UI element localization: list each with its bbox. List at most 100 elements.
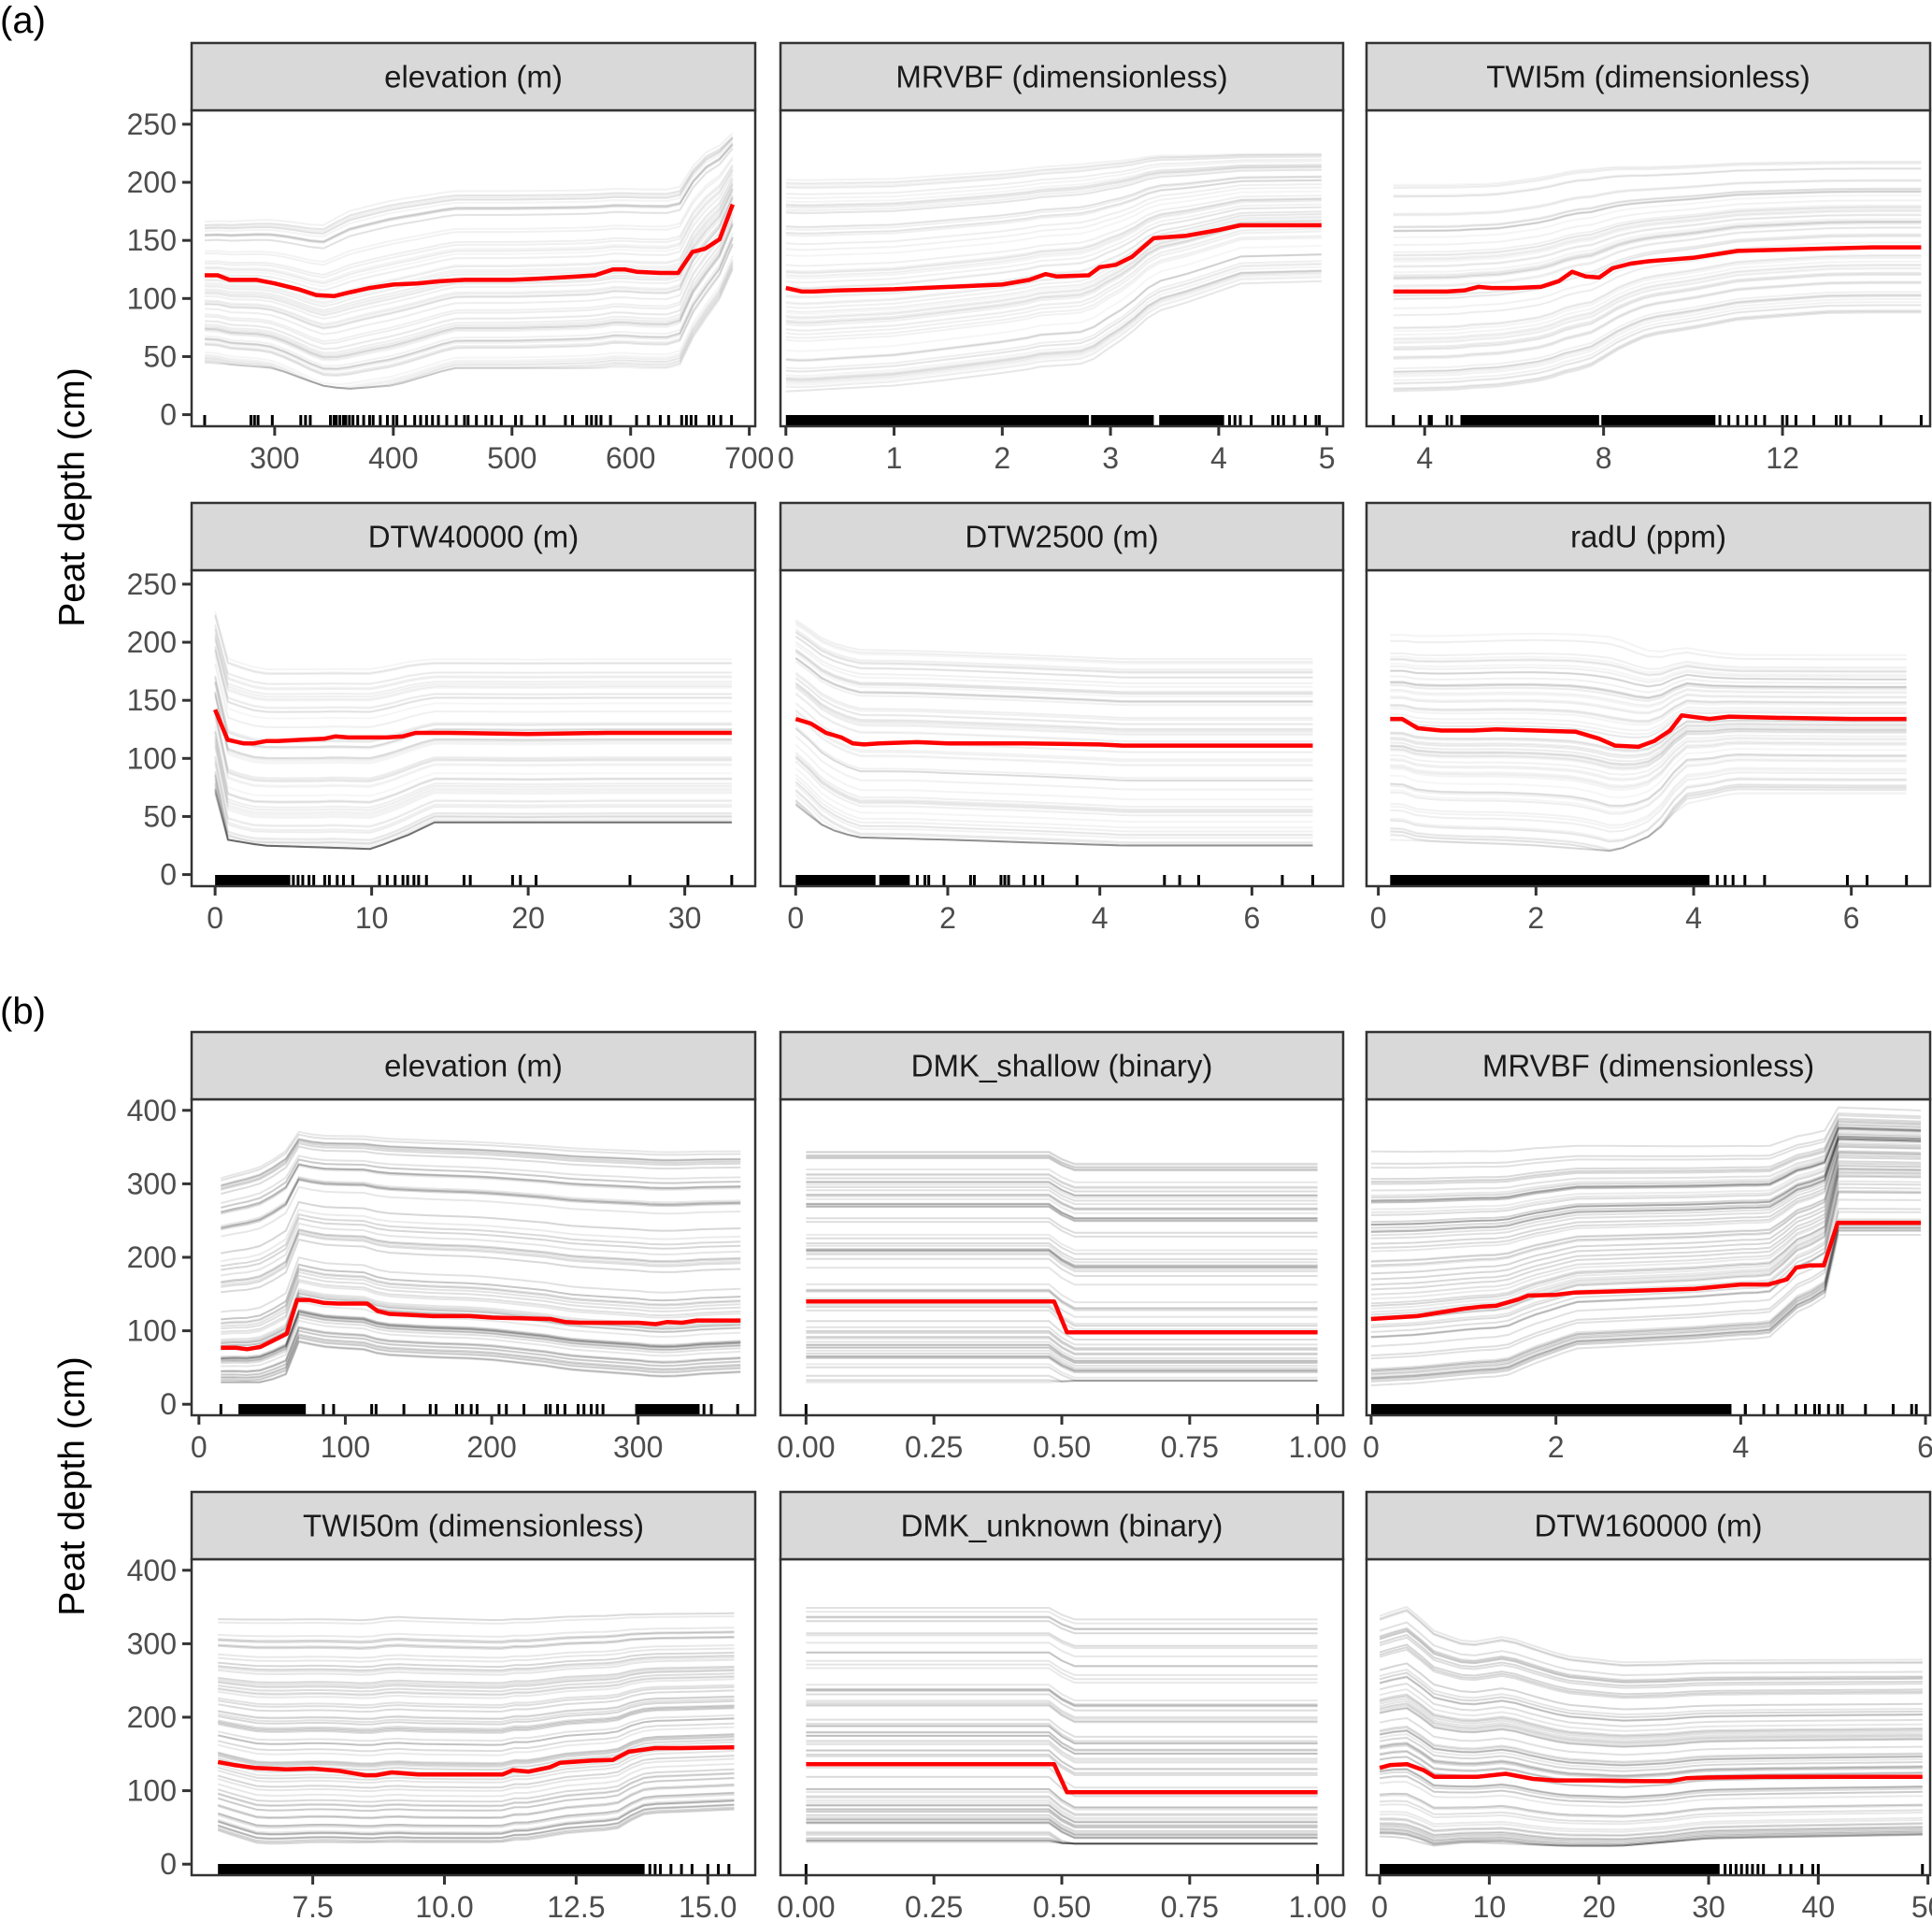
ice-curve — [1393, 304, 1922, 385]
ice-curve — [785, 253, 1322, 361]
ice-curve — [806, 1688, 1318, 1707]
ice-curve — [1393, 226, 1922, 289]
x-tick-label: 600 — [606, 441, 655, 475]
x-tick-label: 1.00 — [1288, 1890, 1346, 1921]
x-tick-label: 20 — [1582, 1890, 1616, 1921]
ice-curve — [1370, 1120, 1922, 1183]
ice-curve — [221, 1263, 741, 1321]
ice-curve — [806, 1237, 1318, 1255]
ice-curve — [1390, 666, 1907, 683]
ice-curve — [785, 183, 1322, 246]
ice-curve — [221, 1270, 741, 1327]
x-tick-label: 4 — [1092, 901, 1109, 935]
ice-curve — [1379, 1704, 1923, 1746]
ice-curve — [1380, 1792, 1923, 1817]
ice-curve — [1390, 709, 1907, 736]
ice-curve — [204, 196, 734, 329]
ice-curve — [794, 683, 1313, 732]
panel-a-4: DTW40000 (m) 0 10 20 30 0 50 100 150 200 250 — [127, 501, 757, 935]
ice-curve — [806, 1734, 1318, 1755]
ice-curve — [204, 236, 734, 370]
ice-curve — [806, 1611, 1318, 1625]
ice-curve — [217, 1803, 735, 1840]
ice-curve — [1393, 294, 1922, 373]
ice-curve — [221, 1175, 741, 1227]
ice-curve — [217, 1733, 735, 1766]
facet-panels: elevation (m)300 400 500 600 700050100150200… — [127, 41, 1932, 1921]
rug-marks — [1380, 1864, 1925, 1875]
ice-curve — [806, 1221, 1318, 1238]
ice-curve — [1370, 1160, 1922, 1286]
ice-curve — [806, 1753, 1318, 1774]
ice-curve — [794, 628, 1313, 671]
pdp-line — [806, 1298, 1318, 1335]
y-tick-label: 50 — [143, 339, 177, 373]
ice-curve — [785, 175, 1322, 228]
ice-curve — [1379, 1608, 1923, 1667]
x-tick-label: 0.75 — [1161, 1890, 1219, 1921]
ice-curve — [794, 619, 1313, 661]
ice-curve — [204, 267, 734, 390]
ice-curve — [204, 216, 734, 354]
ice-curve — [1379, 1736, 1923, 1772]
ice-curve — [1370, 1121, 1922, 1185]
ice-curve — [794, 804, 1313, 847]
ice-curve — [221, 1140, 741, 1190]
ice-curve — [1370, 1175, 1922, 1321]
ice-curve — [1380, 1830, 1923, 1847]
y-tick-label: 250 — [127, 567, 177, 601]
rug-band — [795, 875, 876, 886]
ice-curve — [1393, 311, 1922, 393]
ice-curve — [214, 691, 732, 760]
ice-curve — [1390, 777, 1907, 841]
ice-curve — [217, 1768, 735, 1803]
ice-curve — [806, 1355, 1318, 1372]
ice-curve — [1379, 1676, 1923, 1722]
ice-curve — [214, 778, 732, 848]
ice-curves — [1379, 1605, 1923, 1847]
rug-band — [215, 875, 291, 886]
x-tick-label: 400 — [368, 441, 418, 475]
ice-curve — [1390, 681, 1907, 700]
x-tick-label: 300 — [613, 1430, 663, 1464]
ice-curve — [1390, 663, 1907, 681]
ice-curve — [794, 789, 1313, 844]
ice-curve — [214, 615, 732, 676]
ice-curve — [1370, 1138, 1922, 1233]
ice-curve — [1393, 199, 1922, 246]
x-tick-label: 4 — [1685, 901, 1702, 935]
ice-curve — [1370, 1167, 1922, 1307]
y-tick-label: 200 — [127, 625, 177, 659]
ice-curve — [1379, 1770, 1923, 1800]
ice-curve — [218, 1676, 735, 1697]
ice-curve — [794, 709, 1313, 761]
ice-curve — [806, 1203, 1318, 1220]
facet-title: DTW160000 (m) — [1535, 1509, 1763, 1543]
ice-curve — [1390, 658, 1907, 677]
ice-curve — [214, 781, 732, 851]
ice-curve — [1393, 254, 1922, 329]
ice-curve — [204, 142, 734, 243]
ice-curve — [1379, 1629, 1923, 1684]
ice-curve — [1370, 1112, 1922, 1165]
ice-curve — [1379, 1768, 1923, 1799]
x-tick-label: 1 — [886, 441, 903, 475]
ice-curve — [1390, 778, 1907, 843]
ice-curve — [806, 1616, 1318, 1630]
pdp-line — [785, 222, 1322, 294]
x-tick-label: 4 — [1732, 1430, 1749, 1464]
ice-curve — [214, 645, 732, 709]
ice-curve — [785, 160, 1322, 199]
ice-curve — [806, 1743, 1318, 1764]
ice-curve — [1393, 309, 1922, 391]
ice-curve — [214, 770, 732, 841]
ice-curve — [1380, 1794, 1923, 1818]
ice-curve — [218, 1699, 735, 1726]
x-tick-label: 10 — [1473, 1890, 1507, 1921]
ice-curve — [1370, 1190, 1922, 1339]
ice-curve — [1393, 191, 1922, 233]
x-tick-label: 4 — [1210, 441, 1227, 475]
ice-curve — [221, 1340, 741, 1383]
ice-curve — [794, 777, 1313, 833]
ice-curve — [806, 1343, 1318, 1362]
